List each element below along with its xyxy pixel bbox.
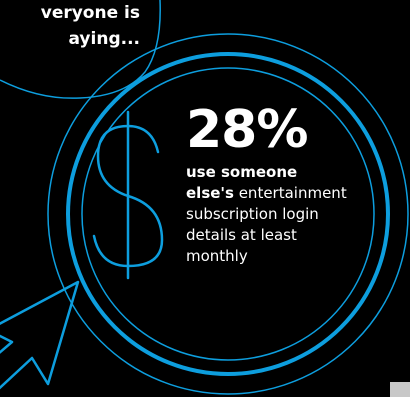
quote-line-2: aying...: [68, 29, 140, 49]
dollar-sign-icon: [92, 110, 164, 280]
stat-highlight-line-1: use someone: [186, 163, 298, 181]
outer-ring: [47, 33, 409, 395]
main-ring: [66, 52, 390, 376]
stat-percentage: 28%: [186, 100, 308, 160]
stat-text-line-5: monthly: [186, 247, 248, 265]
corner-scroll-block: [390, 382, 410, 397]
inner-ring: [81, 67, 375, 361]
stat-text-line-2: entertainment: [233, 184, 347, 202]
quote-snippet: veryone is aying...: [0, 0, 140, 52]
stat-description: use someone else's entertainment subscri…: [186, 162, 386, 267]
stat-text-line-4: details at least: [186, 226, 297, 244]
quote-line-1: veryone is: [40, 3, 140, 23]
stat-highlight-line-2: else's: [186, 184, 234, 202]
statistic-block: 28% use someone else's entertainment sub…: [186, 100, 386, 267]
speech-bubble-outline: [0, 0, 161, 99]
cursor-arrow-icon: [0, 280, 80, 390]
stat-text-line-3: subscription login: [186, 205, 319, 223]
